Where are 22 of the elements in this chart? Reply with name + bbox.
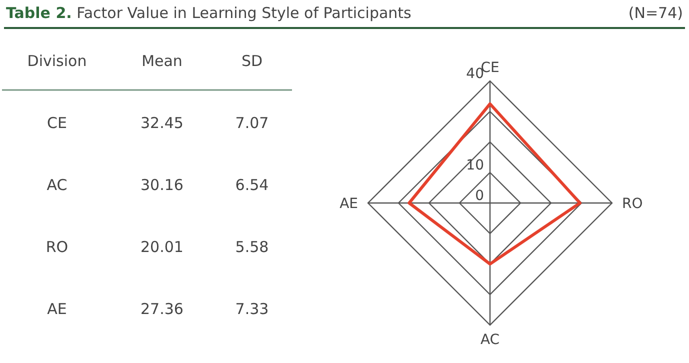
y-tick-label: 10	[466, 158, 484, 174]
category-label: CE	[47, 114, 67, 132]
spoke-label: AE	[340, 196, 358, 212]
data-label: 6.54	[235, 176, 269, 194]
data-label: 20.01	[140, 238, 184, 256]
data-label: 32.45	[140, 114, 184, 132]
category-label: AE	[47, 300, 67, 318]
text: Division	[27, 52, 87, 70]
text: Mean	[142, 52, 182, 70]
text: (N=74)	[628, 4, 683, 22]
spoke-label: AC	[480, 332, 500, 348]
text: SD	[241, 52, 263, 70]
data-label: 5.58	[235, 238, 269, 256]
category-label: RO	[46, 238, 68, 256]
data-label: 30.16	[140, 176, 184, 194]
category-label: AC	[46, 176, 68, 194]
data-label: 27.36	[140, 300, 184, 318]
data-label: 7.33	[235, 300, 269, 318]
data-label: 7.07	[235, 114, 269, 132]
spoke-label: RO	[622, 196, 643, 212]
text: Table 2. Factor Value in Learning Style of Participants	[6, 4, 412, 22]
y-tick-label: 0	[475, 188, 484, 204]
